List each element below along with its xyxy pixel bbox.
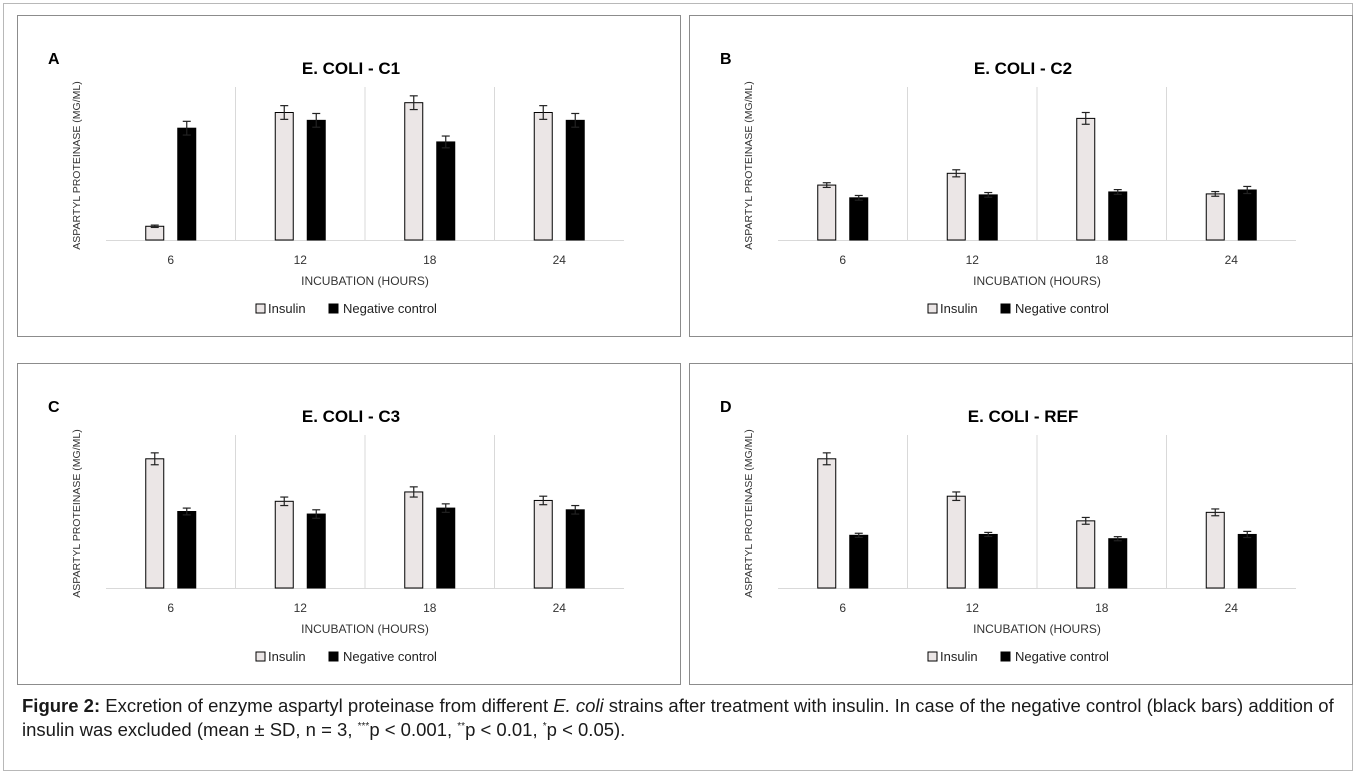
x-tick-label: 12 xyxy=(966,253,980,267)
bar-negative-control xyxy=(436,507,456,589)
legend-swatch-negative-control xyxy=(1000,303,1011,314)
x-tick-label: 18 xyxy=(1095,601,1109,615)
bar-insulin xyxy=(404,102,424,241)
caption-sig-text-1: p < 0.001, xyxy=(369,719,458,740)
caption-sig-mark-3: * xyxy=(542,720,547,732)
bar-negative-control xyxy=(177,511,197,589)
legend-label-negative-control: Negative control xyxy=(1015,649,1109,664)
bar-insulin xyxy=(274,112,294,241)
x-tick-label: 24 xyxy=(1225,601,1239,615)
chart-panel-b: B E. COLI - C2 ASPARTYL PROTEINASE (MG/ML)… xyxy=(689,15,1353,337)
chart-svg-d: D E. COLI - REF ASPARTYL PROTEINASE (MG/ML… xyxy=(720,399,1296,664)
x-axis-label: INCUBATION (HOURS) xyxy=(973,622,1101,636)
bar-insulin xyxy=(145,458,165,589)
legend-swatch-negative-control xyxy=(328,303,339,314)
legend-label-insulin: Insulin xyxy=(268,301,306,316)
bar-negative-control xyxy=(1237,189,1257,241)
y-axis-label: ASPARTYL PROTEINASE (MG/ML) xyxy=(743,81,755,249)
caption-sig-text-3: p < 0.05). xyxy=(546,719,626,740)
caption-sig-mark-2: ** xyxy=(457,720,466,732)
x-tick-label: 6 xyxy=(167,601,174,615)
bar-negative-control xyxy=(849,197,869,241)
bar-negative-control xyxy=(1237,533,1257,589)
legend-label-insulin: Insulin xyxy=(940,649,978,664)
bar-negative-control xyxy=(177,127,197,241)
panel-label: C xyxy=(48,399,60,416)
legend-swatch-insulin xyxy=(927,303,938,314)
chart-panel-c: C E. COLI - C3 ASPARTYL PROTEINASE (MG/ML)… xyxy=(17,363,681,685)
x-tick-label: 6 xyxy=(167,253,174,267)
bar-negative-control xyxy=(978,533,998,589)
legend-label-negative-control: Negative control xyxy=(343,649,437,664)
bar-insulin xyxy=(1076,117,1096,241)
bar-insulin xyxy=(145,225,165,241)
bar-insulin xyxy=(274,500,294,589)
caption-text-2: strains after treatment with insulin. In… xyxy=(22,695,1334,740)
panel-label: D xyxy=(720,399,732,416)
x-axis-label: INCUBATION (HOURS) xyxy=(301,622,429,636)
bar-insulin xyxy=(1076,520,1096,589)
chart-panel-d: D E. COLI - REF ASPARTYL PROTEINASE (MG/ML… xyxy=(689,363,1353,685)
caption-species: E. coli xyxy=(553,695,604,716)
chart-svg-b: B E. COLI - C2 ASPARTYL PROTEINASE (MG/ML)… xyxy=(720,51,1296,316)
x-tick-label: 12 xyxy=(294,253,308,267)
bar-negative-control xyxy=(565,509,585,589)
legend-swatch-negative-control xyxy=(328,651,339,662)
y-axis-label: ASPARTYL PROTEINASE (MG/ML) xyxy=(743,429,755,597)
bar-negative-control xyxy=(565,119,585,241)
x-tick-label: 24 xyxy=(553,601,567,615)
x-axis-label: INCUBATION (HOURS) xyxy=(973,274,1101,288)
x-tick-label: 24 xyxy=(1225,253,1239,267)
chart-title: E. COLI - C3 xyxy=(302,407,400,426)
legend-label-negative-control: Negative control xyxy=(1015,301,1109,316)
x-tick-label: 6 xyxy=(839,253,846,267)
legend-swatch-insulin xyxy=(255,651,266,662)
legend-swatch-insulin xyxy=(255,303,266,314)
caption-sig-text-2: p < 0.01, xyxy=(465,719,543,740)
bar-insulin xyxy=(817,458,837,589)
bar-negative-control xyxy=(1108,538,1128,589)
panel-label: A xyxy=(48,51,60,68)
bar-negative-control xyxy=(306,119,326,241)
panel-label: B xyxy=(720,51,732,68)
legend-swatch-insulin xyxy=(927,651,938,662)
chart-svg-c: C E. COLI - C3 ASPARTYL PROTEINASE (MG/ML)… xyxy=(48,399,624,664)
y-axis-label: ASPARTYL PROTEINASE (MG/ML) xyxy=(71,429,83,597)
bar-negative-control xyxy=(306,513,326,589)
bar-insulin xyxy=(533,112,553,241)
bar-insulin xyxy=(1205,511,1225,589)
bar-insulin xyxy=(533,499,553,589)
x-tick-label: 12 xyxy=(966,601,980,615)
x-tick-label: 18 xyxy=(423,253,437,267)
x-tick-label: 6 xyxy=(839,601,846,615)
chart-title: E. COLI - REF xyxy=(968,407,1079,426)
figure-caption: Figure 2: Excretion of enzyme aspartyl p… xyxy=(22,694,1342,742)
x-tick-label: 12 xyxy=(294,601,308,615)
legend-label-negative-control: Negative control xyxy=(343,301,437,316)
x-tick-label: 18 xyxy=(1095,253,1109,267)
chart-title: E. COLI - C1 xyxy=(302,59,400,78)
bar-insulin xyxy=(1205,193,1225,241)
bar-insulin xyxy=(817,184,837,241)
x-axis-label: INCUBATION (HOURS) xyxy=(301,274,429,288)
x-tick-label: 24 xyxy=(553,253,567,267)
y-axis-label: ASPARTYL PROTEINASE (MG/ML) xyxy=(71,81,83,249)
bar-negative-control xyxy=(436,141,456,241)
bar-insulin xyxy=(404,491,424,589)
chart-svg-a: A E. COLI - C1 ASPARTYL PROTEINASE (MG/ML)… xyxy=(48,51,624,316)
chart-panel-a: A E. COLI - C1 ASPARTYL PROTEINASE (MG/ML)… xyxy=(17,15,681,337)
bar-negative-control xyxy=(978,194,998,241)
legend-label-insulin: Insulin xyxy=(940,301,978,316)
bar-insulin xyxy=(946,172,966,241)
caption-label: Figure 2: xyxy=(22,695,101,716)
bar-insulin xyxy=(946,495,966,589)
caption-text-1: Excretion of enzyme aspartyl proteinase … xyxy=(100,695,554,716)
caption-sig-mark-1: *** xyxy=(357,720,370,732)
bar-negative-control xyxy=(849,534,869,589)
legend-swatch-negative-control xyxy=(1000,651,1011,662)
bar-negative-control xyxy=(1108,191,1128,241)
chart-title: E. COLI - C2 xyxy=(974,59,1072,78)
x-tick-label: 18 xyxy=(423,601,437,615)
legend-label-insulin: Insulin xyxy=(268,649,306,664)
